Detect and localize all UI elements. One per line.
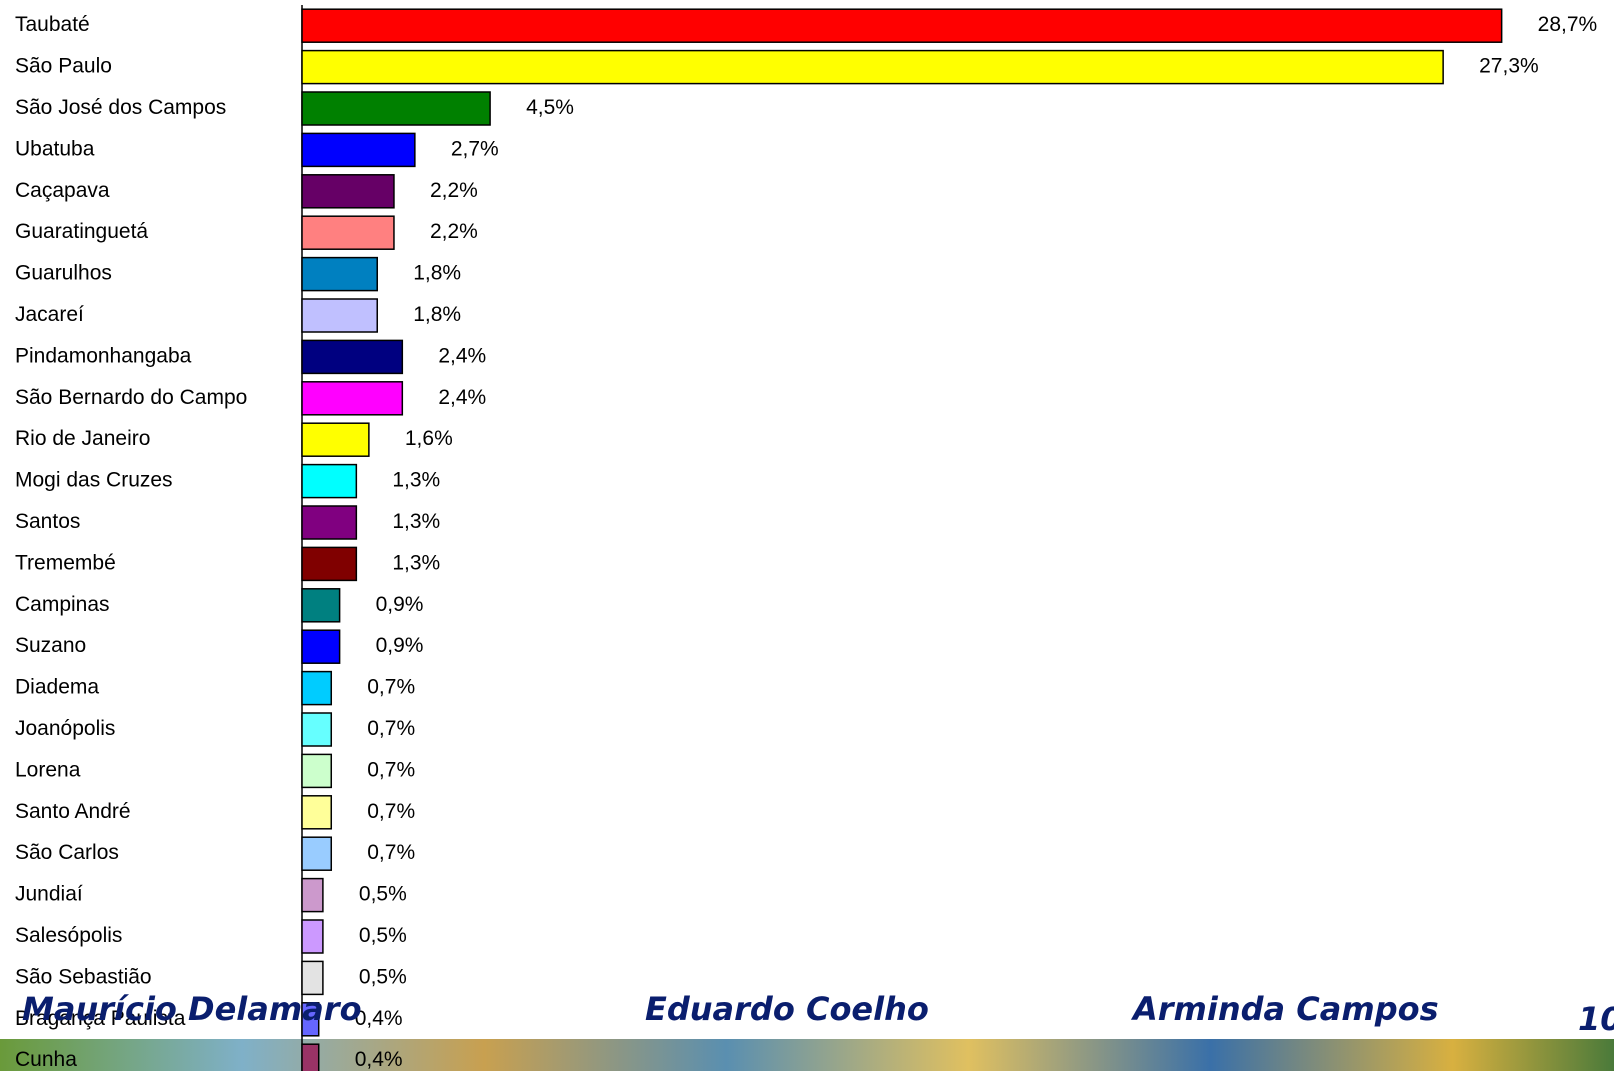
category-label: Bragança Paulista	[15, 1007, 186, 1030]
category-label: São Bernardo do Campo	[15, 386, 247, 409]
category-label: Lorena	[15, 758, 81, 781]
category-label: Salesópolis	[15, 924, 122, 947]
bar	[301, 670, 333, 706]
bar	[301, 1002, 320, 1037]
value-label: 0,7%	[367, 717, 415, 740]
category-label: Diadema	[15, 676, 99, 699]
value-label: 0,4%	[355, 1007, 403, 1030]
category-label: Santo André	[15, 800, 131, 823]
bar	[301, 919, 324, 954]
bar	[301, 960, 324, 996]
value-label: 2,4%	[438, 344, 486, 367]
category-label: Rio de Janeiro	[15, 427, 150, 450]
category-label: Mogi das Cruzes	[15, 469, 173, 492]
category-label: Jacareí	[15, 303, 84, 326]
value-label: 2,7%	[451, 137, 499, 160]
value-label: 2,2%	[430, 220, 478, 243]
bar	[301, 91, 491, 126]
bar	[301, 49, 1444, 85]
category-label: São Carlos	[15, 841, 119, 864]
category-label: Campinas	[15, 593, 110, 616]
bar	[301, 712, 333, 747]
value-label: 1,8%	[413, 262, 461, 285]
category-label: São José dos Campos	[15, 96, 226, 119]
bar	[301, 339, 404, 375]
page-number: 10	[1578, 1000, 1614, 1038]
category-label: Suzano	[15, 634, 86, 657]
category-label: Caçapava	[15, 179, 110, 202]
value-label: 0,7%	[367, 800, 415, 823]
category-label: Joanópolis	[15, 717, 115, 740]
value-label: 0,5%	[359, 924, 407, 947]
category-label: Ubatuba	[15, 137, 95, 160]
category-label: Pindamonhangaba	[15, 344, 192, 367]
bar	[301, 215, 395, 250]
bar	[301, 753, 333, 789]
category-label: Guaratinguetá	[15, 220, 148, 243]
category-label: Taubaté	[15, 13, 90, 36]
bar	[301, 546, 358, 582]
bar	[301, 381, 404, 416]
value-label: 27,3%	[1479, 55, 1539, 78]
bar	[301, 463, 358, 499]
category-label: Guarulhos	[15, 262, 112, 285]
bar	[301, 1043, 320, 1071]
category-label: Jundiaí	[15, 883, 83, 906]
background-strip	[0, 1039, 1614, 1071]
footer-author: Arminda Campos	[1130, 990, 1439, 1028]
footer-author: Eduardo Coelho	[645, 990, 929, 1028]
bar	[301, 629, 341, 664]
value-label: 0,7%	[367, 758, 415, 781]
bar	[301, 505, 358, 540]
value-label: 0,5%	[359, 883, 407, 906]
value-label: 0,7%	[367, 676, 415, 699]
category-label: Santos	[15, 510, 80, 533]
value-label: 0,4%	[355, 1048, 403, 1071]
value-label: 1,3%	[392, 510, 440, 533]
bar	[301, 422, 370, 457]
bar	[301, 836, 333, 871]
value-label: 1,6%	[405, 427, 453, 450]
value-label: 1,8%	[413, 303, 461, 326]
value-label: 1,3%	[392, 551, 440, 574]
category-label: Tremembé	[15, 551, 116, 574]
category-label: São Paulo	[15, 55, 112, 78]
bar	[301, 588, 341, 623]
bar	[301, 174, 395, 209]
value-label: 0,9%	[376, 634, 424, 657]
bar	[301, 8, 1503, 43]
value-label: 1,3%	[392, 469, 440, 492]
value-label: 0,7%	[367, 841, 415, 864]
value-label: 28,7%	[1538, 13, 1598, 36]
value-label: 2,4%	[438, 386, 486, 409]
value-label: 0,5%	[359, 965, 407, 988]
category-label: Cunha	[15, 1048, 77, 1071]
bar	[301, 298, 378, 333]
bar	[301, 132, 416, 168]
value-label: 2,2%	[430, 179, 478, 202]
bar	[301, 877, 324, 913]
category-label: São Sebastião	[15, 965, 152, 988]
value-label: 4,5%	[526, 96, 574, 119]
bar	[301, 795, 333, 830]
value-label: 0,9%	[376, 593, 424, 616]
bar	[301, 256, 378, 292]
footer-author: Maurício Delamaro	[22, 990, 362, 1028]
